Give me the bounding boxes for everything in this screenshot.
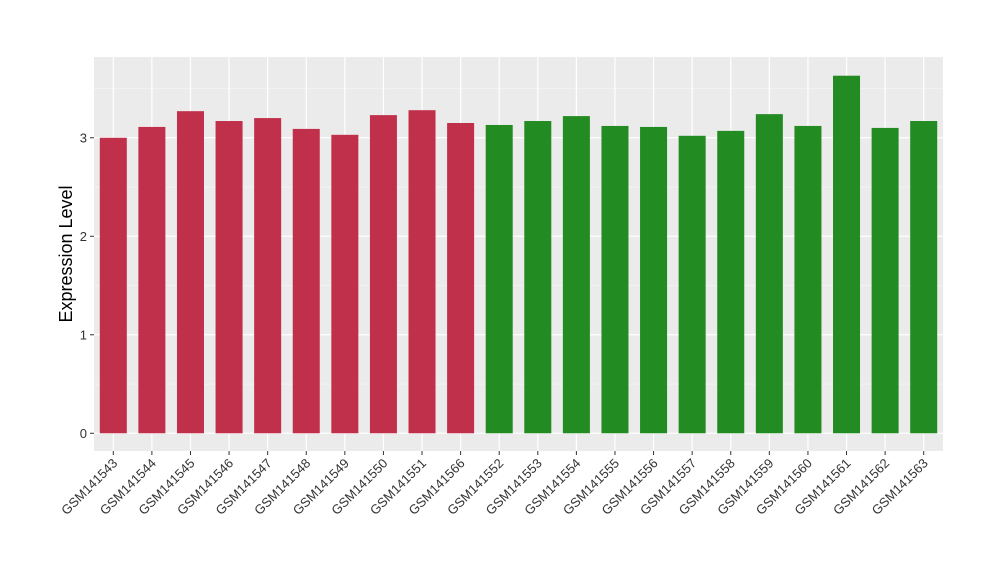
bar (369, 115, 397, 434)
bar (292, 128, 320, 434)
bar (833, 75, 861, 434)
y-tick-label: 3 (80, 130, 87, 145)
bar (910, 121, 938, 434)
bar (678, 135, 706, 434)
y-axis-title: Expression Level (56, 185, 76, 322)
bar (331, 134, 359, 434)
bar (794, 125, 822, 434)
bar (871, 127, 899, 434)
bar (755, 114, 783, 434)
bar (138, 126, 166, 434)
y-axis: 0 1 2 3 (80, 130, 94, 441)
bar (485, 124, 513, 434)
bar (601, 125, 629, 434)
y-tick-label: 0 (80, 426, 87, 441)
bar (447, 122, 475, 434)
bars (99, 75, 938, 434)
bar (524, 121, 552, 434)
bar (215, 121, 243, 434)
x-axis: GSM141543GSM141544GSM141545GSM141546GSM1… (58, 451, 931, 518)
bar (562, 116, 590, 434)
bar (99, 137, 127, 434)
bar (640, 126, 668, 434)
bar (176, 111, 204, 434)
bar (254, 118, 282, 434)
bar (717, 130, 745, 434)
y-tick-label: 1 (80, 327, 87, 342)
y-tick-label: 2 (80, 229, 87, 244)
bar (408, 110, 436, 434)
